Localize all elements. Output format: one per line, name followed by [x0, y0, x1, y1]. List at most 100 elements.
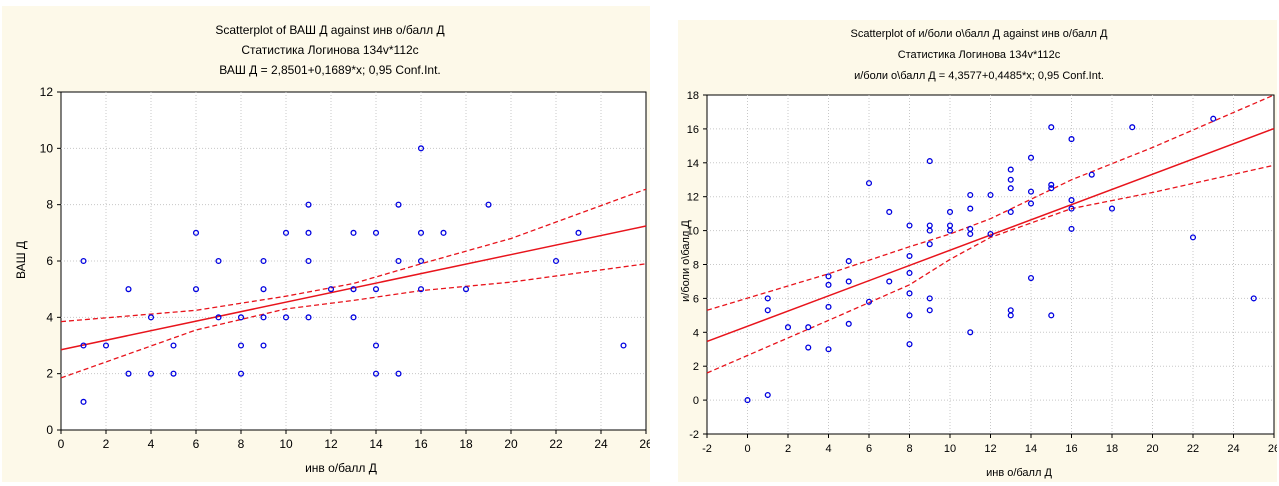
chart-equation: ВАШ Д = 2,8501+0,1689*x; 0,95 Conf.Int. — [219, 63, 441, 77]
scatter-point — [845, 278, 852, 285]
scatter-point — [1108, 205, 1116, 212]
scatter-point — [395, 201, 402, 208]
scatter-point — [906, 341, 913, 348]
x-tick-label: 20 — [1146, 443, 1158, 455]
scatter-point — [926, 307, 933, 314]
scatter-point — [237, 314, 245, 321]
scatter-point — [1210, 115, 1217, 122]
scatter-point — [805, 324, 812, 331]
scatter-point — [350, 229, 357, 236]
y-tick-label: 0 — [693, 395, 699, 407]
scatter-point — [192, 229, 200, 236]
scatter-point — [147, 370, 155, 377]
scatter-point — [147, 314, 155, 321]
scatter-point — [170, 370, 177, 377]
scatter-point — [744, 397, 751, 404]
scatter-point — [372, 342, 380, 349]
x-tick-label: 12 — [984, 443, 996, 455]
scatter-point — [1068, 225, 1075, 232]
x-tick-label: 8 — [906, 443, 912, 455]
plot-area — [60, 91, 647, 431]
scatter-point — [926, 241, 933, 248]
scatter-point — [260, 257, 267, 265]
scatter-point — [1189, 234, 1197, 241]
chart-title: Scatterplot of и/боли о\балл Д against и… — [851, 28, 1108, 40]
x-tick-label: 24 — [594, 437, 608, 451]
scatter-point — [282, 314, 290, 321]
x-tick-label: 18 — [1106, 443, 1118, 455]
scatter-point — [865, 298, 873, 305]
scatter-point — [1027, 275, 1035, 282]
scatter-point — [395, 257, 402, 265]
x-tick-label: 8 — [238, 437, 245, 451]
scatter-point — [282, 229, 290, 236]
y-tick-label: 6 — [46, 254, 53, 268]
scatter-point — [372, 370, 380, 377]
scatter-point — [305, 257, 312, 265]
x-tick-label: 22 — [1187, 443, 1199, 455]
scatter-point — [825, 303, 832, 310]
y-tick-label: 2 — [693, 361, 699, 373]
x-tick-label: 0 — [744, 443, 750, 455]
x-axis-label: инв о/балл Д — [305, 461, 377, 475]
scatter-point — [865, 180, 873, 187]
scatter-point — [485, 201, 492, 208]
scatter-point — [845, 320, 852, 327]
scatter-point — [1048, 312, 1055, 319]
y-tick-label: 6 — [693, 293, 699, 305]
scatter-point — [1048, 181, 1055, 188]
scatter-point — [1129, 124, 1136, 131]
y-tick-label: 2 — [46, 367, 53, 381]
scatter-point — [764, 307, 771, 314]
regression-line — [706, 127, 1275, 343]
x-tick-label: 14 — [1025, 443, 1037, 455]
scatter-point — [80, 342, 87, 349]
scatter-point — [967, 205, 974, 212]
scatter-point — [417, 145, 425, 152]
scatterplot-pain: Scatterplot of и/боли о\балл Д against и… — [680, 28, 1277, 479]
scatter-point — [1027, 200, 1035, 207]
scatter-point — [1027, 154, 1035, 161]
scatter-point — [260, 342, 267, 349]
scatter-point — [906, 290, 913, 297]
x-tick-label: 14 — [369, 437, 383, 451]
y-tick-label: 12 — [687, 192, 699, 204]
scatter-point — [1007, 312, 1014, 319]
y-tick-label: 4 — [46, 310, 53, 324]
x-tick-label: 20 — [504, 437, 518, 451]
scatter-point — [440, 229, 447, 236]
x-tick-label: 16 — [414, 437, 428, 451]
x-tick-label: 12 — [324, 437, 338, 451]
scatter-point — [1088, 171, 1095, 178]
y-tick-label: 8 — [46, 198, 53, 212]
scatter-point — [967, 191, 974, 199]
scatter-point — [946, 227, 954, 234]
scatter-point — [395, 370, 402, 377]
x-tick-label: 24 — [1227, 443, 1239, 455]
scatter-point — [987, 230, 994, 238]
scatter-point — [102, 342, 110, 349]
x-tick-label: 6 — [193, 437, 200, 451]
x-tick-label: 18 — [459, 437, 473, 451]
scatter-point — [417, 229, 425, 236]
scatter-point — [215, 257, 222, 265]
y-tick-label: 10 — [40, 141, 54, 155]
chart-subtitle: Статистика Логинова 134v*112c — [241, 43, 418, 57]
scatter-point — [987, 191, 994, 199]
scatter-point — [80, 398, 87, 405]
confidence-band-lower — [706, 164, 1275, 374]
scatter-point — [350, 314, 357, 321]
scatter-point — [1007, 166, 1014, 173]
scatter-point — [350, 286, 357, 293]
y-tick-label: 0 — [46, 423, 53, 437]
scatter-point — [1027, 188, 1035, 195]
scatter-point — [906, 252, 913, 260]
scatter-point — [125, 286, 132, 293]
scatter-point — [967, 329, 974, 336]
scatterplot-pain-panel: Scatterplot of и/боли о\балл Д against и… — [678, 20, 1277, 482]
scatter-point — [886, 208, 893, 216]
x-tick-label: 26 — [639, 437, 650, 451]
scatter-point — [80, 257, 87, 265]
scatter-point — [1007, 185, 1014, 192]
scatter-point — [1068, 197, 1075, 204]
